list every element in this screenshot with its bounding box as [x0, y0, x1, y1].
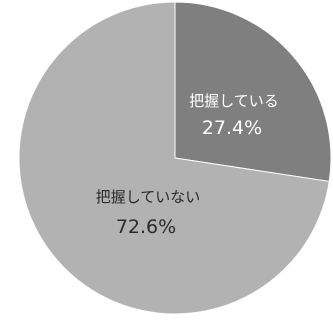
pie-slices	[18, 1, 332, 315]
slice-0-value: 27.4%	[202, 117, 262, 139]
slice-0-name: 把握している	[189, 92, 279, 110]
pie-slice-0	[174, 1, 332, 183]
slice-1-value: 72.6%	[116, 216, 176, 238]
pie-slice-1	[18, 1, 330, 315]
slice-1-name: 把握していない	[96, 188, 201, 206]
slice-label-1: 把握していない 72.6%	[96, 188, 201, 238]
slice-label-0: 把握している 27.4%	[189, 92, 279, 139]
